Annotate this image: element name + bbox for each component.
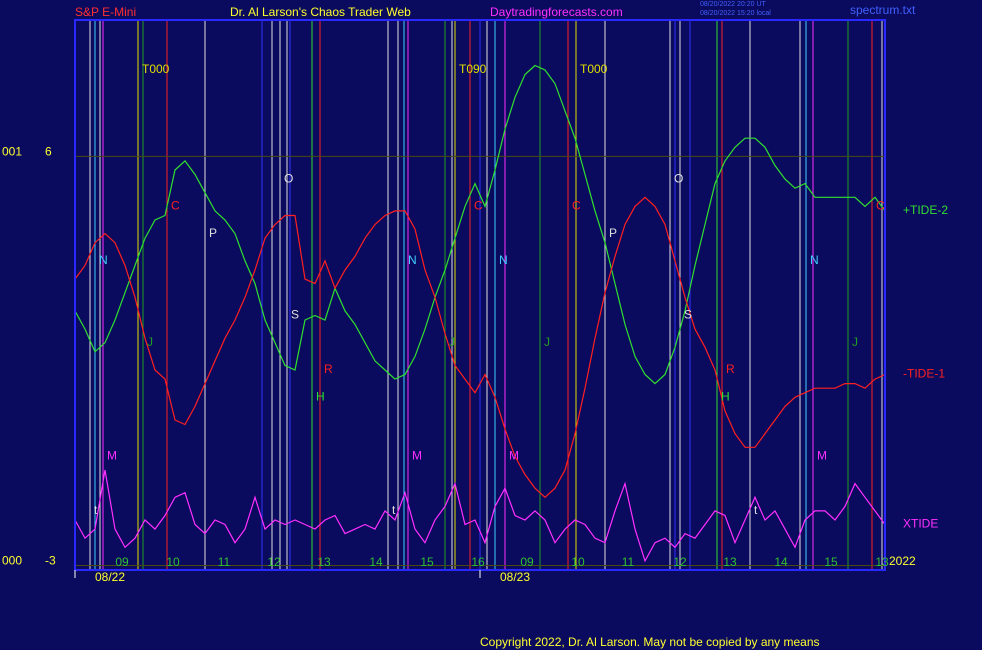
event-label: J (147, 335, 153, 349)
line-layer (74, 64, 886, 563)
timestamp: 08/20/2022 20:20 UT (700, 1, 766, 8)
event-label: N (499, 253, 508, 267)
event-label: N (810, 253, 819, 267)
event-label: T000 (580, 62, 608, 76)
event-label: M (817, 449, 827, 463)
y-tick-label: 6 (45, 145, 52, 159)
event-label: t (94, 503, 98, 517)
chart-subtitle: Dr. Al Larson's Chaos Trader Web (230, 5, 411, 19)
x-tick-label: 13 (875, 555, 889, 569)
x-tick-label: 10 (166, 555, 180, 569)
event-label: R (324, 362, 333, 376)
x-tick-label: 14 (369, 555, 383, 569)
series-line (74, 469, 886, 563)
x-tick-label: 13 (723, 555, 737, 569)
x-tick-label: 09 (520, 555, 534, 569)
event-label: C (876, 199, 885, 213)
event-label: H (316, 389, 325, 403)
event-label: O (674, 171, 683, 185)
event-label: O (284, 171, 293, 185)
x-tick-label: 11 (622, 555, 635, 569)
event-label: M (107, 449, 117, 463)
event-label: C (474, 199, 483, 213)
copyright: Copyright 2022, Dr. Al Larson. May not b… (480, 635, 820, 649)
event-label: J (449, 335, 455, 349)
series-label: -TIDE-1 (903, 367, 945, 381)
event-label: H (721, 389, 730, 403)
event-label: P (609, 226, 617, 240)
day-label: 08/22 (95, 570, 125, 584)
series-line (74, 196, 886, 499)
x-tick-label: 15 (824, 555, 838, 569)
event-label: J (544, 335, 550, 349)
event-label: C (171, 199, 180, 213)
site: Daytradingforecasts.com (490, 5, 623, 19)
year: 2022 (889, 554, 916, 568)
series-line (74, 64, 886, 385)
event-layer (89, 20, 883, 570)
x-tick-label: 12 (673, 555, 687, 569)
x-tick-label: 15 (420, 555, 434, 569)
x-tick-label: 16 (471, 555, 485, 569)
x-tick-label: 13 (317, 555, 331, 569)
series-label: XTIDE (903, 517, 938, 531)
event-label: C (572, 199, 581, 213)
series-label: +TIDE-2 (903, 203, 948, 217)
event-label: N (99, 253, 108, 267)
chart-title: S&P E-Mini (75, 5, 136, 19)
x-tick-label: 10 (571, 555, 585, 569)
event-label: N (408, 253, 417, 267)
grid-layer (75, 155, 885, 566)
file-name: spectrum.txt (850, 3, 916, 17)
x-tick-label: 11 (218, 555, 231, 569)
event-label: T000 (142, 62, 170, 76)
event-label: M (412, 449, 422, 463)
y-tick-code: 001 (2, 145, 22, 159)
event-label: t (754, 503, 758, 517)
event-label: M (509, 449, 519, 463)
event-label: P (209, 226, 217, 240)
y-tick-code: 000 (2, 554, 22, 568)
event-label: S (291, 308, 299, 322)
y-tick-label: -3 (45, 554, 56, 568)
event-label: R (726, 362, 735, 376)
day-label: 08/23 (500, 570, 530, 584)
timestamp: 08/20/2022 15:20 local (700, 10, 771, 17)
x-tick-label: 09 (115, 555, 129, 569)
event-label: J (852, 335, 858, 349)
label-layer: 6 001 -3 000 09 10 11 12 13 14 15 16 09 10 11 12 13 14 15 1… (2, 62, 948, 584)
x-tick-label: 14 (774, 555, 788, 569)
event-label: S (684, 308, 692, 322)
event-label: T090 (459, 62, 487, 76)
event-label: t (392, 503, 396, 517)
x-tick-label: 12 (267, 555, 281, 569)
